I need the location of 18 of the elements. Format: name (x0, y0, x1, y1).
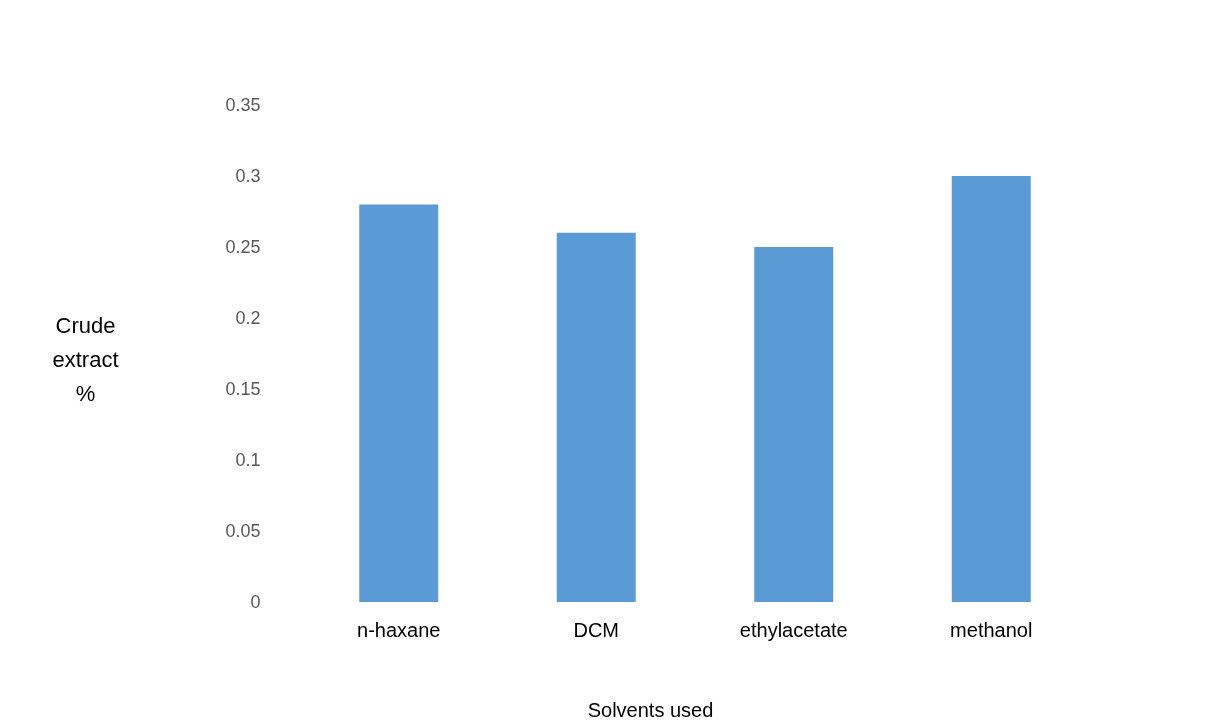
y-tick-label: 0.2 (235, 307, 261, 328)
y-axis-title: Crude extract % (52, 312, 119, 406)
y-tick-label: 0 (250, 591, 261, 612)
x-tick-label: methanol (950, 618, 1033, 641)
bar (359, 204, 439, 602)
x-tick-label: ethylacetate (739, 618, 848, 641)
y-tick-label: 0.3 (235, 165, 261, 186)
bar (754, 247, 834, 602)
x-tick-label: DCM (573, 618, 620, 641)
y-tick-label: 0.35 (225, 94, 261, 115)
bar (951, 176, 1031, 602)
x-axis-title: Solvents used (587, 698, 714, 721)
y-tick-label: 0.1 (235, 449, 261, 470)
y-tick-label: 0.15 (225, 378, 261, 399)
y-tick-label: 0.05 (225, 520, 261, 541)
y-tick-label: 0.25 (225, 236, 261, 257)
x-tick-label: n-haxane (357, 618, 441, 641)
bar (556, 232, 636, 602)
